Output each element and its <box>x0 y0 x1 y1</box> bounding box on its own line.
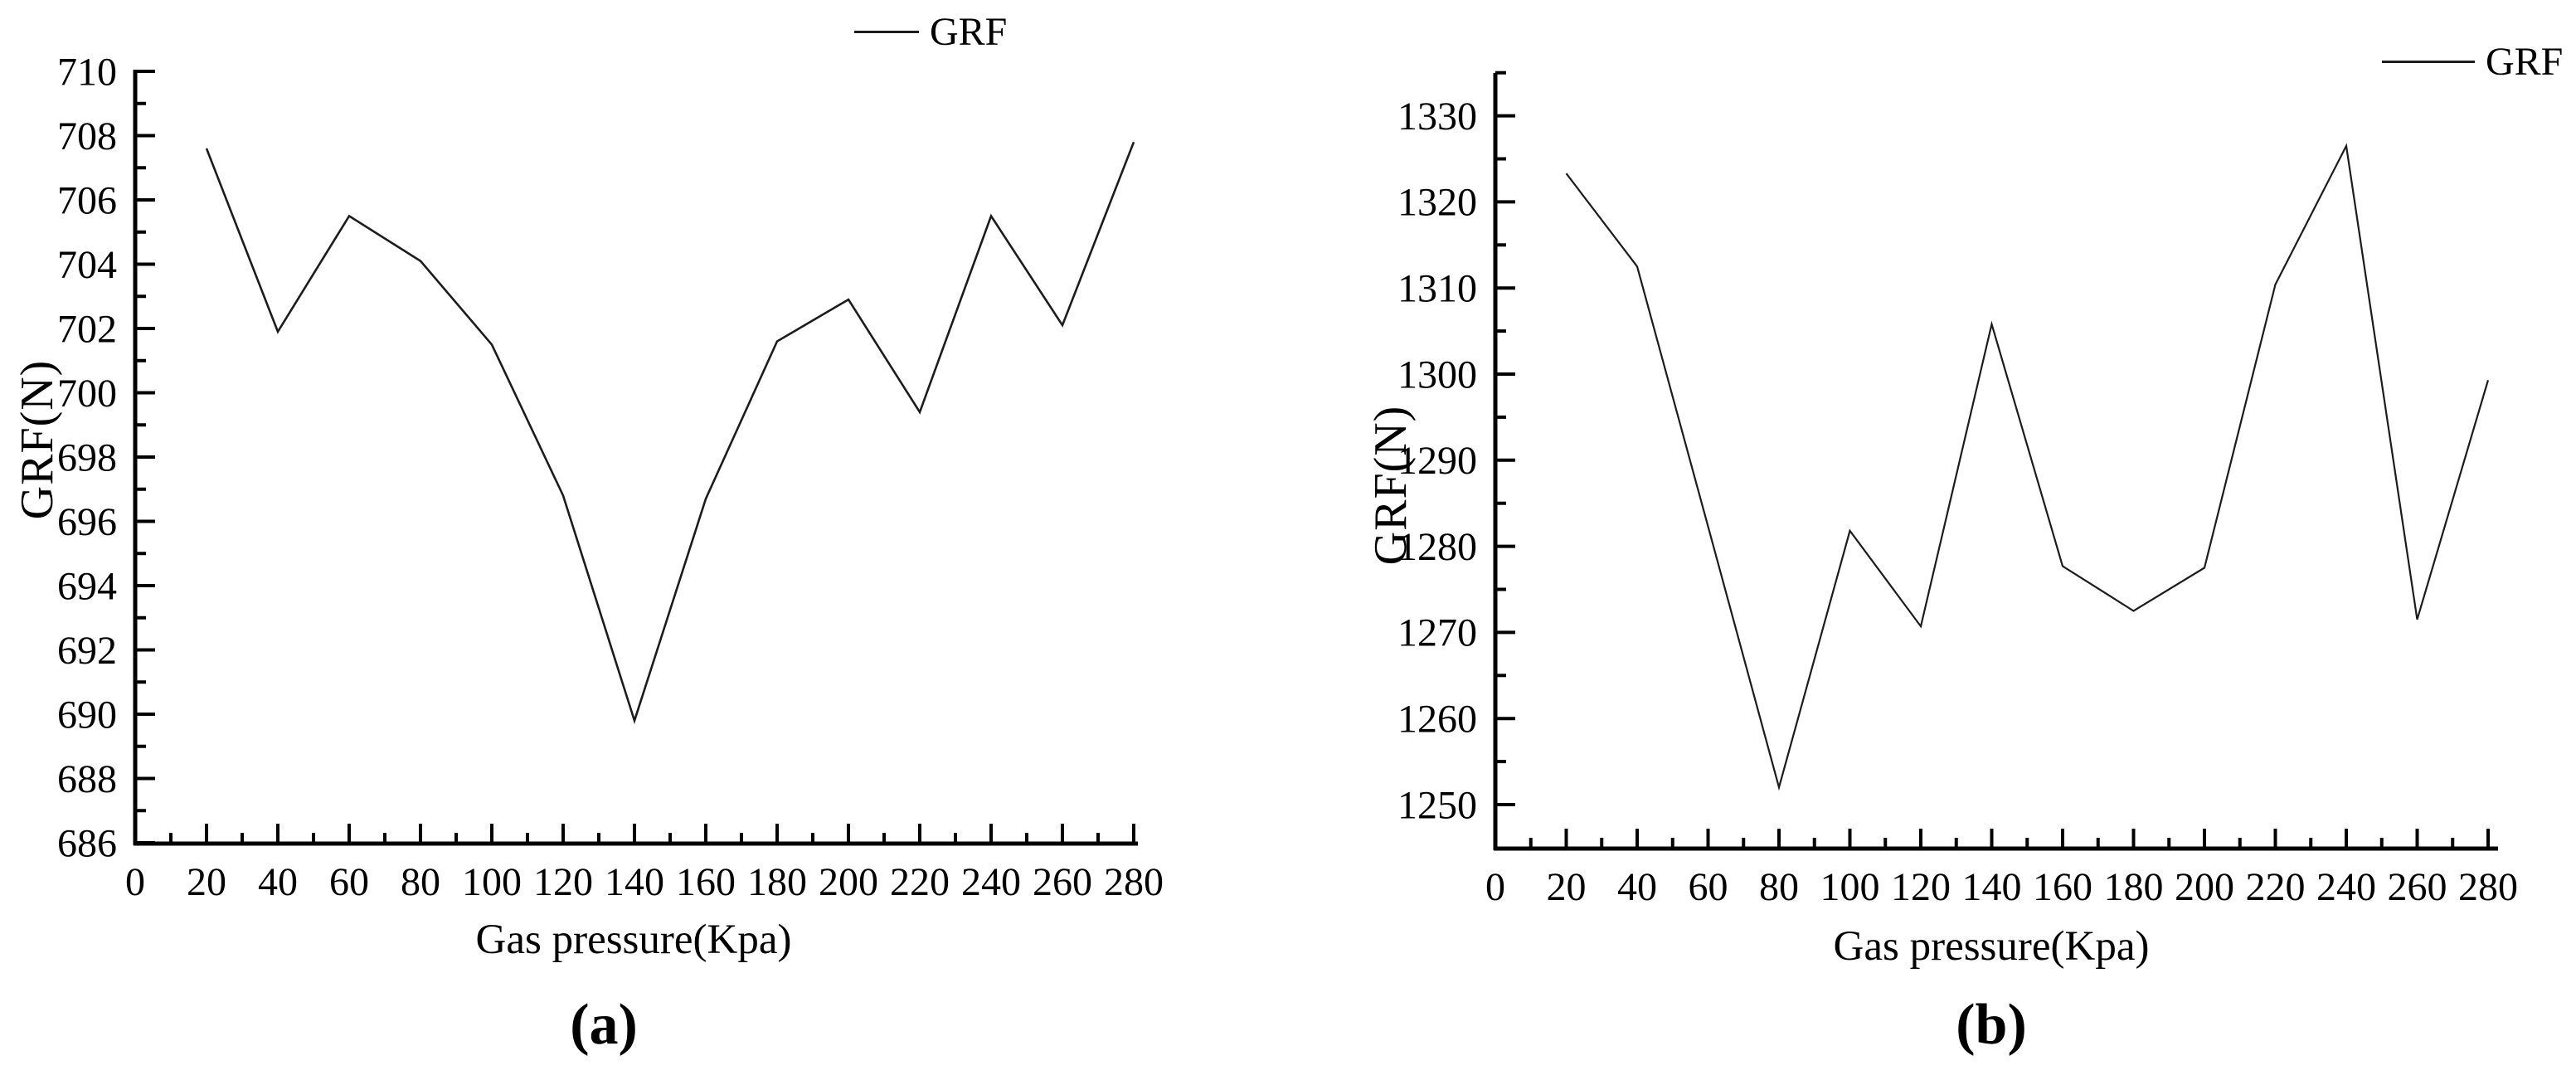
x-tick-label: 40 <box>1617 865 1657 909</box>
x-tick-label: 180 <box>2104 865 2164 909</box>
legend-label: GRF <box>930 9 1008 54</box>
y-tick-label: 704 <box>57 243 117 287</box>
y-tick-label: 702 <box>57 307 117 351</box>
chart-panel-b: 1250 1260 1270 1280 1290 1300 1310 1320 1330 0 20 4… <box>1286 0 2576 1080</box>
y-tick-label: 700 <box>57 372 117 416</box>
x-tick-label: 140 <box>605 860 664 904</box>
legend: GRF <box>854 7 1007 56</box>
plot-svg-a: 686 688 690 692 694 696 698 700 702 704 706 708 710 0… <box>57 50 1164 904</box>
x-tick-label: 80 <box>1759 865 1799 909</box>
x-tick-label: 80 <box>401 860 440 904</box>
y-axis-title: GRF(N) <box>12 359 63 520</box>
legend: GRF <box>2382 36 2563 86</box>
y-tick-label: 696 <box>57 500 117 544</box>
x-tick-label: 20 <box>187 860 226 904</box>
y-tick-label: 1260 <box>1397 698 1477 742</box>
x-tick-label: 280 <box>2458 865 2518 909</box>
x-tick-label: 140 <box>1962 865 2022 909</box>
y-tick-label: 692 <box>57 629 117 673</box>
y-tick-label: 1280 <box>1397 525 1477 569</box>
chart-panel-a: 686 688 690 692 694 696 698 700 702 704 706 708 710 0… <box>0 0 1286 1080</box>
x-tick-label: 180 <box>747 860 807 904</box>
y-tick-label: 708 <box>57 114 117 158</box>
x-tick-label: 100 <box>1820 865 1880 909</box>
y-tick-label: 706 <box>57 178 117 222</box>
y-tick-label: 690 <box>57 693 117 737</box>
x-tick-label: 260 <box>1033 860 1092 904</box>
x-tick-label: 200 <box>819 860 878 904</box>
legend-line-swatch <box>854 30 919 33</box>
y-tick-label: 1300 <box>1397 353 1477 396</box>
legend-label: GRF <box>2486 39 2564 84</box>
y-tick-label: 1330 <box>1397 95 1477 139</box>
x-tick-label: 280 <box>1104 860 1164 904</box>
y-tick-label: 1290 <box>1397 439 1477 483</box>
grf-data-line <box>205 141 1135 725</box>
x-tick-label: 160 <box>2033 865 2092 909</box>
y-axis-title: GRF(N) <box>1365 405 1417 566</box>
x-tick-label: 0 <box>1485 865 1505 909</box>
y-tick-label: 1270 <box>1397 611 1477 655</box>
plot-svg-b: 1250 1260 1270 1280 1290 1300 1310 1320 1330 0 20 4… <box>1397 71 2518 909</box>
y-tick-label: 688 <box>57 757 117 801</box>
grf-data-line <box>1565 143 2490 791</box>
x-tick-label: 240 <box>2316 865 2376 909</box>
y-tick-label: 694 <box>57 564 117 608</box>
x-tick-label: 60 <box>1689 865 1728 909</box>
x-tick-label: 200 <box>2175 865 2234 909</box>
x-axis-title: Gas pressure(Kpa) <box>1833 923 2150 970</box>
y-tick-label: 698 <box>57 435 117 479</box>
y-tick-label: 710 <box>57 50 117 94</box>
x-tick-label: 120 <box>1891 865 1951 909</box>
x-tick-label: 40 <box>258 860 298 904</box>
y-tick-label: 1310 <box>1397 267 1477 311</box>
y-tick-label: 1320 <box>1397 181 1477 225</box>
x-tick-label: 0 <box>125 860 145 904</box>
x-tick-label: 220 <box>890 860 950 904</box>
x-tick-label: 60 <box>329 860 369 904</box>
x-tick-label: 260 <box>2388 865 2447 909</box>
x-tick-label: 100 <box>462 860 522 904</box>
panel-caption-a: (a) <box>570 993 638 1057</box>
x-tick-label: 220 <box>2246 865 2306 909</box>
x-tick-label: 160 <box>676 860 736 904</box>
panel-caption-b: (b) <box>1956 993 2027 1057</box>
x-axis-title: Gas pressure(Kpa) <box>475 917 792 963</box>
x-tick-label: 20 <box>1547 865 1587 909</box>
x-tick-label: 120 <box>533 860 593 904</box>
y-tick-label: 1250 <box>1397 783 1477 827</box>
x-tick-label: 240 <box>961 860 1021 904</box>
y-tick-label: 686 <box>57 821 117 865</box>
legend-line-swatch <box>2382 60 2475 63</box>
